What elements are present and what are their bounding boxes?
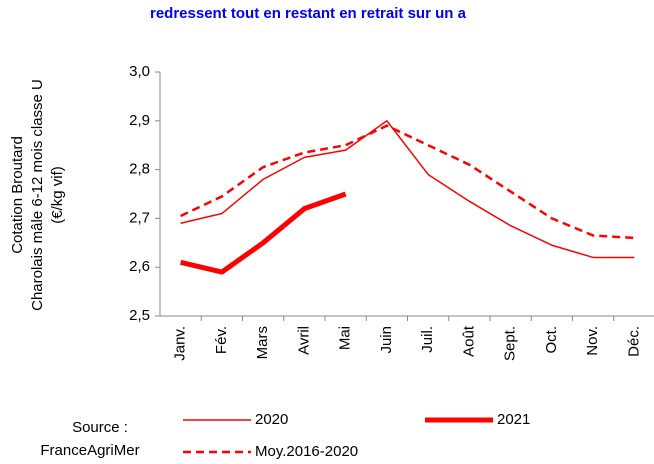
y-tick-label: 2,6 <box>129 258 150 275</box>
x-tick-label: Mai <box>337 326 354 350</box>
legend-label: 2020 <box>255 411 288 428</box>
y-tick-label: 2,9 <box>129 112 150 129</box>
y-tick-label: 2,7 <box>129 209 150 226</box>
y-axis-label: Cotation Broutard <box>9 136 26 254</box>
x-tick-label: Juin <box>378 326 395 354</box>
x-tick-label: Mars <box>254 326 271 359</box>
legend-label: Moy.2016-2020 <box>255 443 358 460</box>
x-tick-label: Août <box>460 325 477 357</box>
y-tick-label: 3,0 <box>129 63 150 80</box>
line-series <box>180 191 347 275</box>
x-tick-label: Nov. <box>584 326 601 356</box>
legend-label: 2021 <box>497 411 530 428</box>
x-tick-label: Sept. <box>502 326 519 361</box>
y-tick-label: 2,8 <box>129 161 150 178</box>
x-tick-label: Juil. <box>419 326 436 353</box>
source: Source : <box>72 419 128 436</box>
x-tick-label: Fév. <box>213 326 230 354</box>
x-tick-label: Déc. <box>625 326 642 357</box>
y-tick-label: 2,5 <box>129 307 150 324</box>
x-tick-label: Janv. <box>172 326 189 361</box>
source: FranceAgriMer <box>40 442 139 459</box>
y-axis-label: Charolais mâle 6-12 mois classe U <box>29 79 46 311</box>
chart-title: redressent tout en restant en retrait su… <box>150 5 467 22</box>
x-tick-label: Avril <box>295 326 312 355</box>
x-tick-label: Oct. <box>543 326 560 354</box>
line-series <box>180 124 635 240</box>
line-series <box>180 120 635 259</box>
y-axis-label: (€/kg vif) <box>49 166 66 224</box>
